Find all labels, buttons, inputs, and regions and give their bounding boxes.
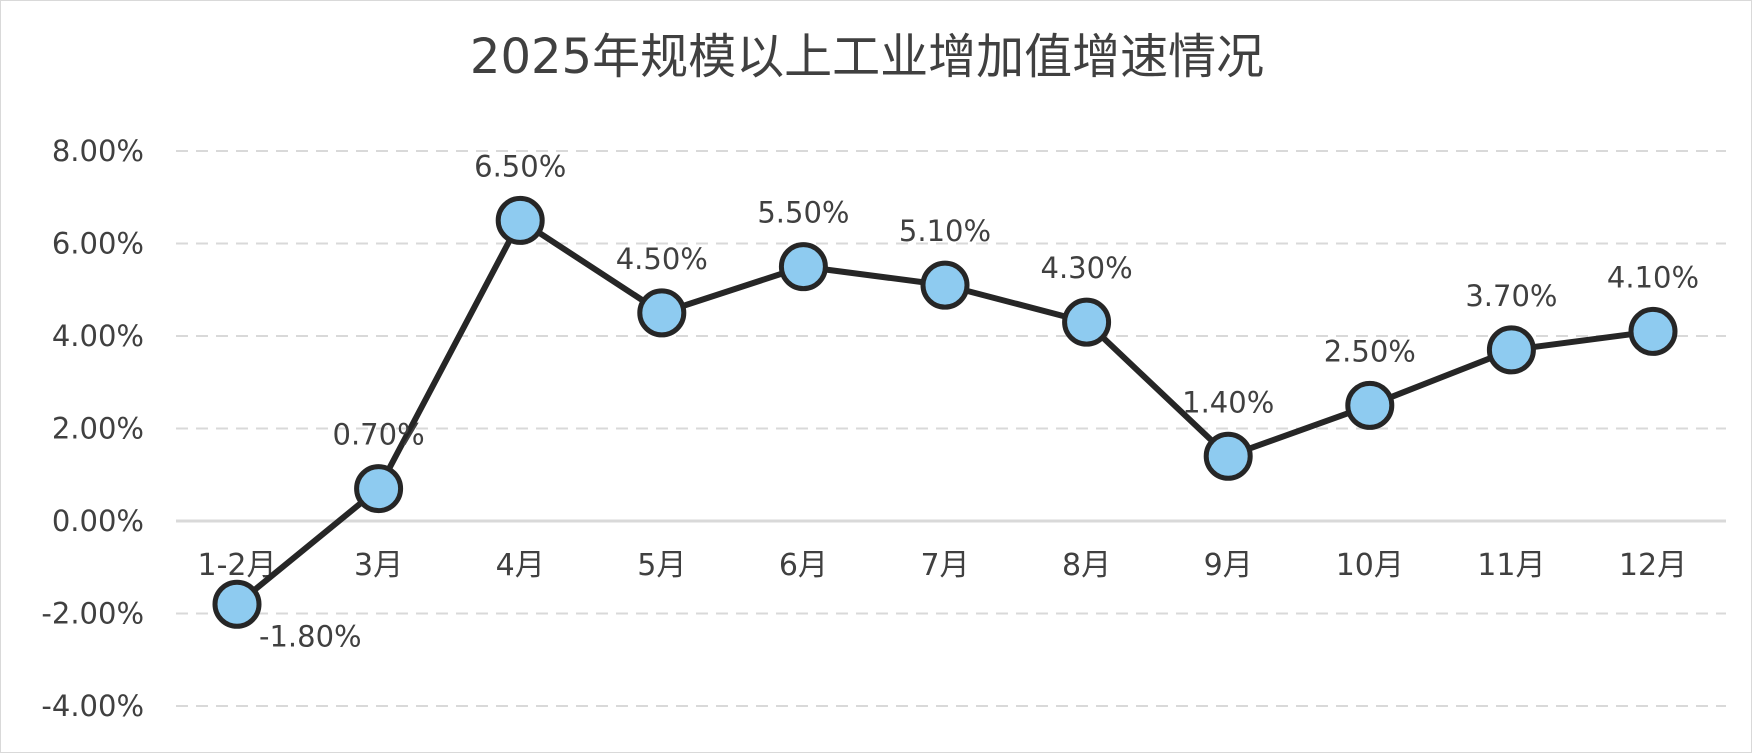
data-point [1628,306,1678,356]
x-tick-label: 8月 [1062,548,1111,583]
data-points [212,195,1678,629]
x-axis-ticks: 1-2月 3月 4月 5月 6月 7月 8月 9月 10月 11月 12月 [198,548,1688,583]
data-point [920,260,970,310]
x-tick-label: 10月 [1336,548,1404,583]
data-label: 4.50% [616,242,708,276]
x-tick-label: 3月 [354,548,403,583]
chart-title: 2025年规模以上工业增加值增速情况 [470,29,1264,85]
x-tick-label: 5月 [637,548,686,583]
y-tick-label: 8.00% [52,134,144,168]
gridlines [176,150,1726,707]
data-point [212,579,262,629]
x-tick-label: 4月 [496,548,545,583]
data-label: 3.70% [1465,279,1557,313]
data-label: 5.50% [757,196,849,230]
x-tick-label: 7月 [920,548,969,583]
data-point [1062,297,1112,347]
data-point [637,288,687,338]
data-label: 2.50% [1324,334,1416,368]
y-tick-label: 2.00% [52,412,144,446]
data-label: 6.50% [474,149,566,183]
x-tick-label: 9月 [1204,548,1253,583]
data-point [1486,325,1536,375]
y-tick-label: -2.00% [41,597,144,631]
y-tick-label: 6.00% [52,227,144,261]
data-point [1345,380,1395,430]
data-point [778,242,828,292]
data-label: 4.30% [1041,251,1133,285]
data-label: 4.10% [1607,260,1699,294]
data-label: 5.10% [899,214,991,248]
y-tick-label: 4.00% [52,319,144,353]
x-tick-label: 1-2月 [198,548,277,583]
y-tick-label: -4.00% [41,689,144,723]
x-tick-label: 12月 [1619,548,1687,583]
y-axis-ticks: 8.00% 6.00% 4.00% 2.00% 0.00% -2.00% -4.00% [41,134,144,723]
data-label: 0.70% [333,418,425,452]
data-point [354,464,404,514]
data-label: 1.40% [1182,385,1274,419]
data-point [495,195,545,245]
x-tick-label: 11月 [1477,548,1545,583]
y-tick-label: 0.00% [52,504,144,538]
x-tick-label: 6月 [779,548,828,583]
data-labels: -1.80% 0.70% 6.50% 4.50% 5.50% 5.10% 4.30% 1.40… [259,149,1699,653]
data-point [1203,431,1253,481]
data-label: -1.80% [259,619,362,653]
